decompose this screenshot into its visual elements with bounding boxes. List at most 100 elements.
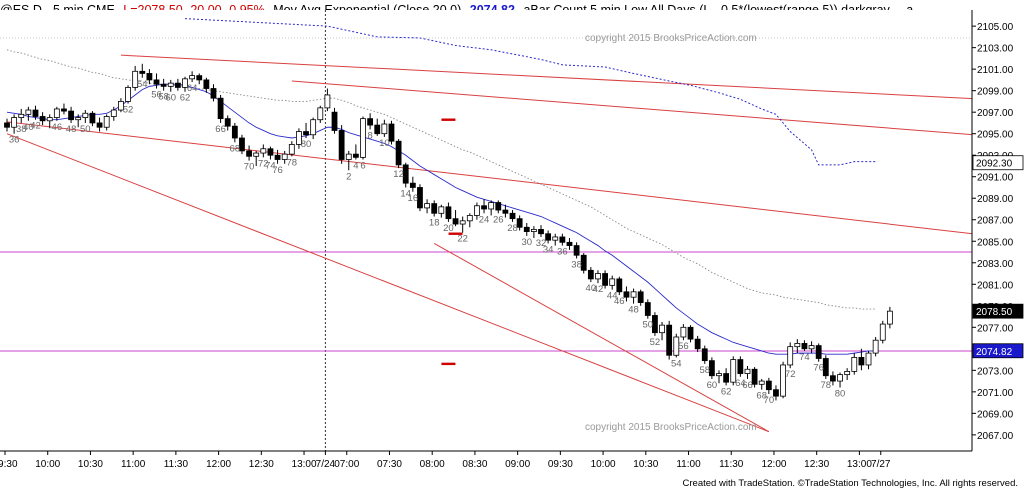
candle-body-5: [39, 116, 46, 122]
candle-body-124: [886, 310, 893, 325]
candle-body-104: [744, 368, 751, 374]
bar-count-label-3: 40: [23, 122, 34, 133]
candle-body-77: [552, 236, 559, 241]
candle-body-42: [303, 131, 309, 136]
x-tick-label-22: 7/27: [871, 459, 891, 470]
bar-count-label-25: 62: [180, 93, 191, 104]
price-tag-box-1: [972, 303, 1024, 319]
candle-body-110: [787, 346, 794, 366]
candle-body-15: [110, 109, 117, 117]
candle-body-98: [701, 348, 708, 362]
candle-body-117: [837, 374, 843, 382]
y-tick-label-9: 2087.00: [977, 216, 1014, 227]
candle-body-1: [11, 117, 18, 128]
candle-body-122: [872, 339, 879, 354]
x-tick-label-4: 11:30: [164, 459, 189, 470]
bar-count-label-36: 72: [258, 158, 269, 169]
candle-body-21: [153, 79, 160, 85]
bar-count-label-32: 68: [230, 143, 241, 154]
y-tick-label-12: 2081.00: [977, 280, 1014, 291]
bar-count-label-62: 20: [443, 223, 454, 234]
ema20-line: [6, 83, 876, 355]
candle-body-69: [495, 202, 502, 211]
candle-body-57: [409, 182, 416, 188]
bar-count-label-98: 58: [699, 365, 710, 376]
bar-count-label-21: 56: [151, 90, 162, 101]
bar-count-label-85: 44: [607, 291, 618, 302]
candle-body-4: [32, 109, 39, 117]
candle-body-49: [352, 153, 359, 158]
bar-count-label-69: 26: [493, 214, 504, 225]
candle-body-90: [644, 302, 651, 316]
price-tag-box-2: [972, 343, 1024, 359]
x-tick-label-11: 08:00: [420, 459, 445, 470]
bar-count-label-75: 32: [536, 238, 547, 249]
candle-body-79: [566, 241, 573, 246]
candle-body-17: [125, 87, 131, 102]
price-tag-label-2: 2074.82: [976, 347, 1013, 358]
bar-count-label-17: 52: [123, 105, 134, 116]
candle-body-67: [481, 205, 487, 210]
candle-body-59: [424, 203, 430, 209]
bar-count-label-42: 80: [301, 139, 312, 150]
candle-body-87: [623, 291, 630, 298]
candle-body-106: [758, 380, 765, 385]
candle-body-13: [96, 122, 103, 128]
y-tick-label-0: 2105.00: [977, 22, 1014, 33]
x-tick-label-18: 11:30: [719, 459, 744, 470]
x-tick-label-6: 12:30: [249, 459, 274, 470]
copyright-bottom: copyright 2015 BrooksPriceAction.com: [585, 422, 757, 433]
candle-body-123: [879, 323, 886, 341]
y-tick-label-10: 2085.00: [977, 237, 1014, 248]
bar-count-label-51: 8: [367, 130, 372, 141]
x-tick-label-12: 08:30: [462, 459, 487, 470]
x-tick-label-5: 12:00: [206, 459, 231, 470]
x-tick-label-0: 09:30: [0, 459, 18, 470]
bar-count-label-22: 58: [158, 92, 169, 103]
bar-count-label-76: 34: [543, 244, 554, 255]
candle-body-45: [324, 94, 331, 109]
y-tick-label-16: 2073.00: [977, 366, 1014, 377]
candle-body-54: [388, 123, 395, 142]
bar-count-label-23: 60: [165, 93, 176, 104]
candle-body-92: [659, 324, 665, 334]
footer-credit: Created with TradeStation. ©TradeStation…: [682, 478, 1018, 489]
candle-body-78: [559, 236, 566, 243]
candle-body-89: [637, 291, 644, 303]
candle-body-26: [189, 75, 196, 80]
candle-body-62: [445, 206, 452, 220]
price-tag-1: 2078.50: [972, 303, 1024, 319]
bar-count-label-1: 36: [9, 135, 20, 146]
candle-body-75: [538, 229, 544, 235]
candle-body-29: [210, 88, 217, 99]
bar-count-label-56: 14: [400, 188, 411, 199]
candle-body-76: [545, 233, 552, 241]
dotted-blue-line: [184, 18, 876, 166]
candle-body-33: [239, 137, 245, 152]
overlay-lines-layer: [0, 18, 1024, 433]
channel-line-2: [120, 54, 1024, 102]
candle-body-93: [666, 324, 673, 356]
candle-body-82: [587, 269, 594, 280]
copyright-top: copyright 2015 BrooksPriceAction.com: [585, 33, 757, 44]
bar-count-label-90: 50: [643, 320, 654, 331]
candle-body-102: [730, 359, 737, 383]
candle-body-0: [4, 122, 10, 128]
bar-count-label-48: 2: [346, 171, 351, 182]
candle-body-73: [523, 226, 530, 232]
y-tick-label-2: 2101.00: [977, 65, 1014, 76]
axis-layer: 2105.00 2103.00 2101.00 2099.00 2097.00 2095.…: [0, 10, 1024, 470]
candle-body-105: [751, 368, 758, 385]
x-tick-label-15: 10:00: [591, 459, 616, 470]
candle-body-63: [452, 218, 459, 225]
bar-count-label-88: 48: [628, 305, 639, 316]
candle-body-37: [267, 148, 274, 156]
candle-body-41: [296, 131, 302, 145]
candle-body-114: [815, 345, 822, 359]
y-tick-label-17: 2071.00: [977, 388, 1014, 399]
bar-count-label-50: 6: [360, 161, 365, 172]
candle-body-116: [830, 375, 836, 382]
bar-count-label-112: 74: [799, 352, 810, 363]
